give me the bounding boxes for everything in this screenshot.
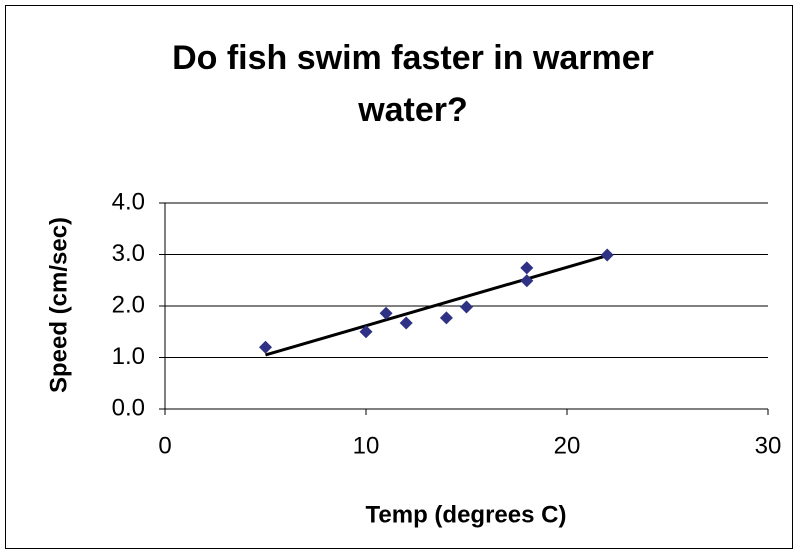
x-axis-title: Temp (degrees C) [366,501,567,528]
chart-title: Do fish swim faster in warmer water? [172,39,654,129]
scatter-point [379,306,393,320]
y-tick-label: 4.0 [112,188,145,215]
y-axis-title: Speed (cm/sec) [45,217,72,393]
scatter-point [439,311,453,325]
chart-border [5,5,793,549]
scatter-point [600,248,614,262]
trendline [265,254,608,357]
x-tick-label: 30 [755,432,782,459]
scatter-point [520,261,534,275]
x-tick-label: 0 [158,432,171,459]
scatter-point [399,316,413,330]
y-tick-label: 3.0 [112,240,145,267]
y-tick-label: 2.0 [112,291,145,318]
scatter-point [359,325,373,339]
y-tick-label: 1.0 [112,343,145,370]
x-tick-label: 10 [353,432,380,459]
scatter-point [460,300,473,314]
x-tick-label: 20 [554,432,581,459]
scatter-point [259,340,272,354]
scatter-point [520,274,534,288]
y-tick-label: 0.0 [112,394,145,421]
